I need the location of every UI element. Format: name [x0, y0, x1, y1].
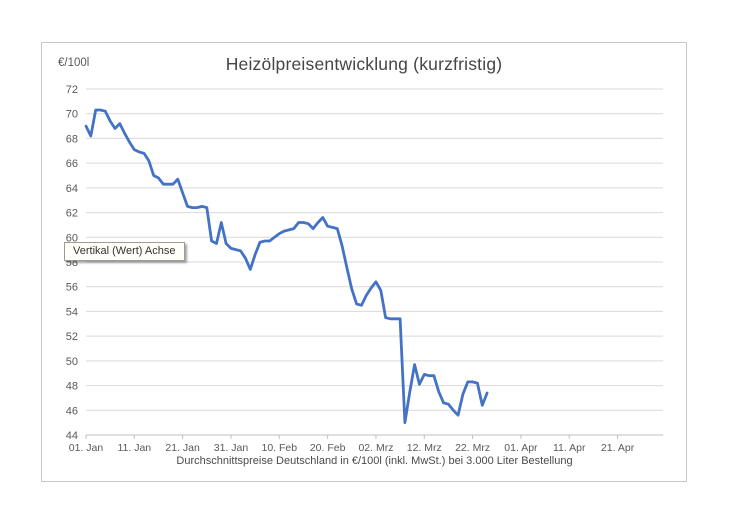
svg-text:54: 54 — [66, 306, 78, 318]
svg-text:60: 60 — [66, 232, 78, 244]
svg-text:31. Jan: 31. Jan — [214, 442, 249, 454]
svg-text:11. Apr: 11. Apr — [553, 442, 586, 454]
svg-text:70: 70 — [66, 109, 78, 121]
svg-text:21. Apr: 21. Apr — [601, 442, 635, 454]
svg-text:72: 72 — [66, 84, 78, 96]
svg-text:64: 64 — [66, 183, 78, 195]
svg-text:68: 68 — [66, 133, 78, 145]
x-axis-caption[interactable]: Durchschnittspreise Deutschland in €/100… — [176, 455, 573, 467]
svg-text:02. Mrz: 02. Mrz — [358, 442, 393, 454]
svg-text:22. Mrz: 22. Mrz — [455, 442, 490, 454]
svg-text:66: 66 — [66, 158, 78, 170]
chart-object[interactable]: €/100l Heizölpreisentwicklung (kurzfrist… — [41, 42, 687, 482]
price-line[interactable] — [84, 108, 489, 425]
axis-tooltip-text: Vertikal (Wert) Achse — [73, 245, 176, 257]
svg-text:12. Mrz: 12. Mrz — [407, 442, 442, 454]
y-axis-unit-label: €/100l — [58, 57, 90, 69]
x-axis[interactable]: 01. Jan 11. Jan 21. Jan 31. Jan 10. Feb 20. F… — [69, 434, 663, 454]
svg-text:01. Jan: 01. Jan — [69, 442, 104, 454]
svg-text:52: 52 — [66, 331, 78, 343]
svg-text:44: 44 — [66, 430, 78, 442]
svg-text:01. Apr: 01. Apr — [504, 442, 538, 454]
svg-text:46: 46 — [66, 405, 78, 417]
svg-text:20. Feb: 20. Feb — [310, 442, 346, 454]
chart-title[interactable]: Heizölpreisentwicklung (kurzfristig) — [225, 54, 503, 74]
svg-text:10. Feb: 10. Feb — [261, 442, 297, 454]
svg-text:48: 48 — [66, 381, 78, 393]
svg-text:21. Jan: 21. Jan — [165, 442, 200, 454]
svg-text:50: 50 — [66, 356, 78, 368]
svg-text:56: 56 — [66, 282, 78, 294]
svg-text:11. Jan: 11. Jan — [117, 442, 151, 454]
axis-tooltip: Vertikal (Wert) Achse — [64, 242, 185, 261]
svg-text:62: 62 — [66, 208, 78, 220]
